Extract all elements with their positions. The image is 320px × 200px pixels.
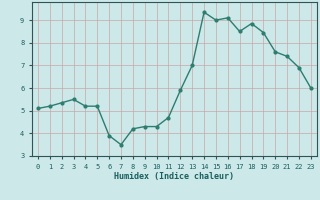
X-axis label: Humidex (Indice chaleur): Humidex (Indice chaleur) [115,172,234,181]
